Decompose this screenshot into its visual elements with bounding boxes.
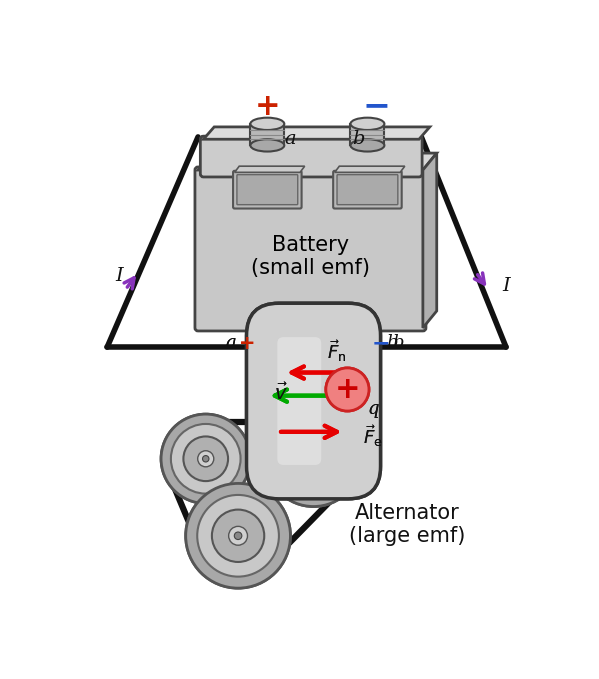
Circle shape bbox=[161, 414, 250, 503]
FancyBboxPatch shape bbox=[277, 337, 321, 465]
Bar bbox=[250, 124, 285, 145]
Circle shape bbox=[290, 435, 337, 483]
FancyBboxPatch shape bbox=[333, 171, 402, 208]
Circle shape bbox=[186, 483, 291, 588]
Text: $\vec{F}_\mathrm{n}$: $\vec{F}_\mathrm{n}$ bbox=[327, 338, 346, 364]
Ellipse shape bbox=[250, 139, 285, 151]
Circle shape bbox=[202, 456, 209, 462]
Text: −: − bbox=[371, 333, 390, 353]
FancyBboxPatch shape bbox=[237, 175, 298, 204]
Text: q: q bbox=[367, 400, 379, 418]
Text: $\vec{v}$: $\vec{v}$ bbox=[274, 383, 288, 404]
Circle shape bbox=[266, 411, 361, 507]
Circle shape bbox=[229, 526, 247, 545]
FancyBboxPatch shape bbox=[247, 304, 380, 499]
Text: I: I bbox=[502, 276, 510, 295]
FancyBboxPatch shape bbox=[233, 171, 302, 208]
Circle shape bbox=[197, 495, 279, 576]
Text: +: + bbox=[255, 92, 280, 121]
Text: $\vec{F}_\mathrm{e}$: $\vec{F}_\mathrm{e}$ bbox=[363, 423, 383, 449]
Text: $\vec{F}_\mathrm{n}$: $\vec{F}_\mathrm{n}$ bbox=[327, 338, 346, 364]
Circle shape bbox=[305, 450, 322, 467]
Polygon shape bbox=[198, 153, 437, 170]
Circle shape bbox=[197, 495, 279, 576]
Polygon shape bbox=[335, 166, 405, 172]
Circle shape bbox=[171, 424, 241, 494]
Circle shape bbox=[198, 451, 214, 467]
Bar bbox=[350, 124, 385, 145]
Text: a: a bbox=[225, 334, 236, 352]
Text: a: a bbox=[225, 334, 236, 352]
Circle shape bbox=[212, 510, 264, 562]
Circle shape bbox=[276, 422, 351, 496]
Circle shape bbox=[171, 424, 241, 494]
Text: a: a bbox=[285, 130, 297, 148]
Circle shape bbox=[161, 414, 250, 503]
FancyBboxPatch shape bbox=[195, 167, 426, 331]
FancyBboxPatch shape bbox=[247, 304, 380, 499]
Circle shape bbox=[229, 526, 247, 545]
Text: Alternator
(large emf): Alternator (large emf) bbox=[349, 502, 465, 546]
Text: b: b bbox=[392, 334, 404, 352]
Text: q: q bbox=[367, 400, 379, 418]
Ellipse shape bbox=[350, 139, 385, 151]
Polygon shape bbox=[235, 166, 305, 172]
Polygon shape bbox=[423, 153, 437, 328]
FancyBboxPatch shape bbox=[337, 175, 398, 204]
Circle shape bbox=[198, 451, 214, 467]
Circle shape bbox=[326, 368, 369, 411]
Circle shape bbox=[266, 411, 361, 507]
Circle shape bbox=[186, 483, 291, 588]
Text: +: + bbox=[239, 334, 256, 353]
Ellipse shape bbox=[350, 117, 385, 130]
Circle shape bbox=[183, 437, 228, 481]
Text: $\vec{F}_\mathrm{e}$: $\vec{F}_\mathrm{e}$ bbox=[363, 423, 383, 449]
Text: −: − bbox=[362, 90, 391, 123]
Circle shape bbox=[305, 450, 322, 467]
Text: +: + bbox=[335, 375, 360, 404]
Circle shape bbox=[310, 456, 317, 462]
Text: +: + bbox=[239, 334, 256, 353]
Circle shape bbox=[234, 532, 242, 540]
Text: Battery
(small emf): Battery (small emf) bbox=[251, 235, 370, 278]
Ellipse shape bbox=[250, 117, 285, 130]
Polygon shape bbox=[204, 127, 430, 139]
Circle shape bbox=[290, 435, 337, 483]
FancyBboxPatch shape bbox=[277, 337, 321, 465]
Text: b: b bbox=[352, 130, 365, 148]
Text: I: I bbox=[115, 267, 123, 285]
Text: +: + bbox=[335, 375, 360, 404]
FancyBboxPatch shape bbox=[200, 136, 422, 177]
Circle shape bbox=[202, 456, 209, 462]
Circle shape bbox=[183, 437, 228, 481]
Circle shape bbox=[276, 422, 351, 496]
Circle shape bbox=[212, 510, 264, 562]
Circle shape bbox=[310, 456, 317, 462]
Text: −: − bbox=[367, 333, 386, 353]
Circle shape bbox=[234, 532, 242, 540]
Circle shape bbox=[326, 368, 369, 411]
Text: $\vec{v}$: $\vec{v}$ bbox=[274, 383, 288, 404]
Text: b: b bbox=[386, 334, 398, 352]
